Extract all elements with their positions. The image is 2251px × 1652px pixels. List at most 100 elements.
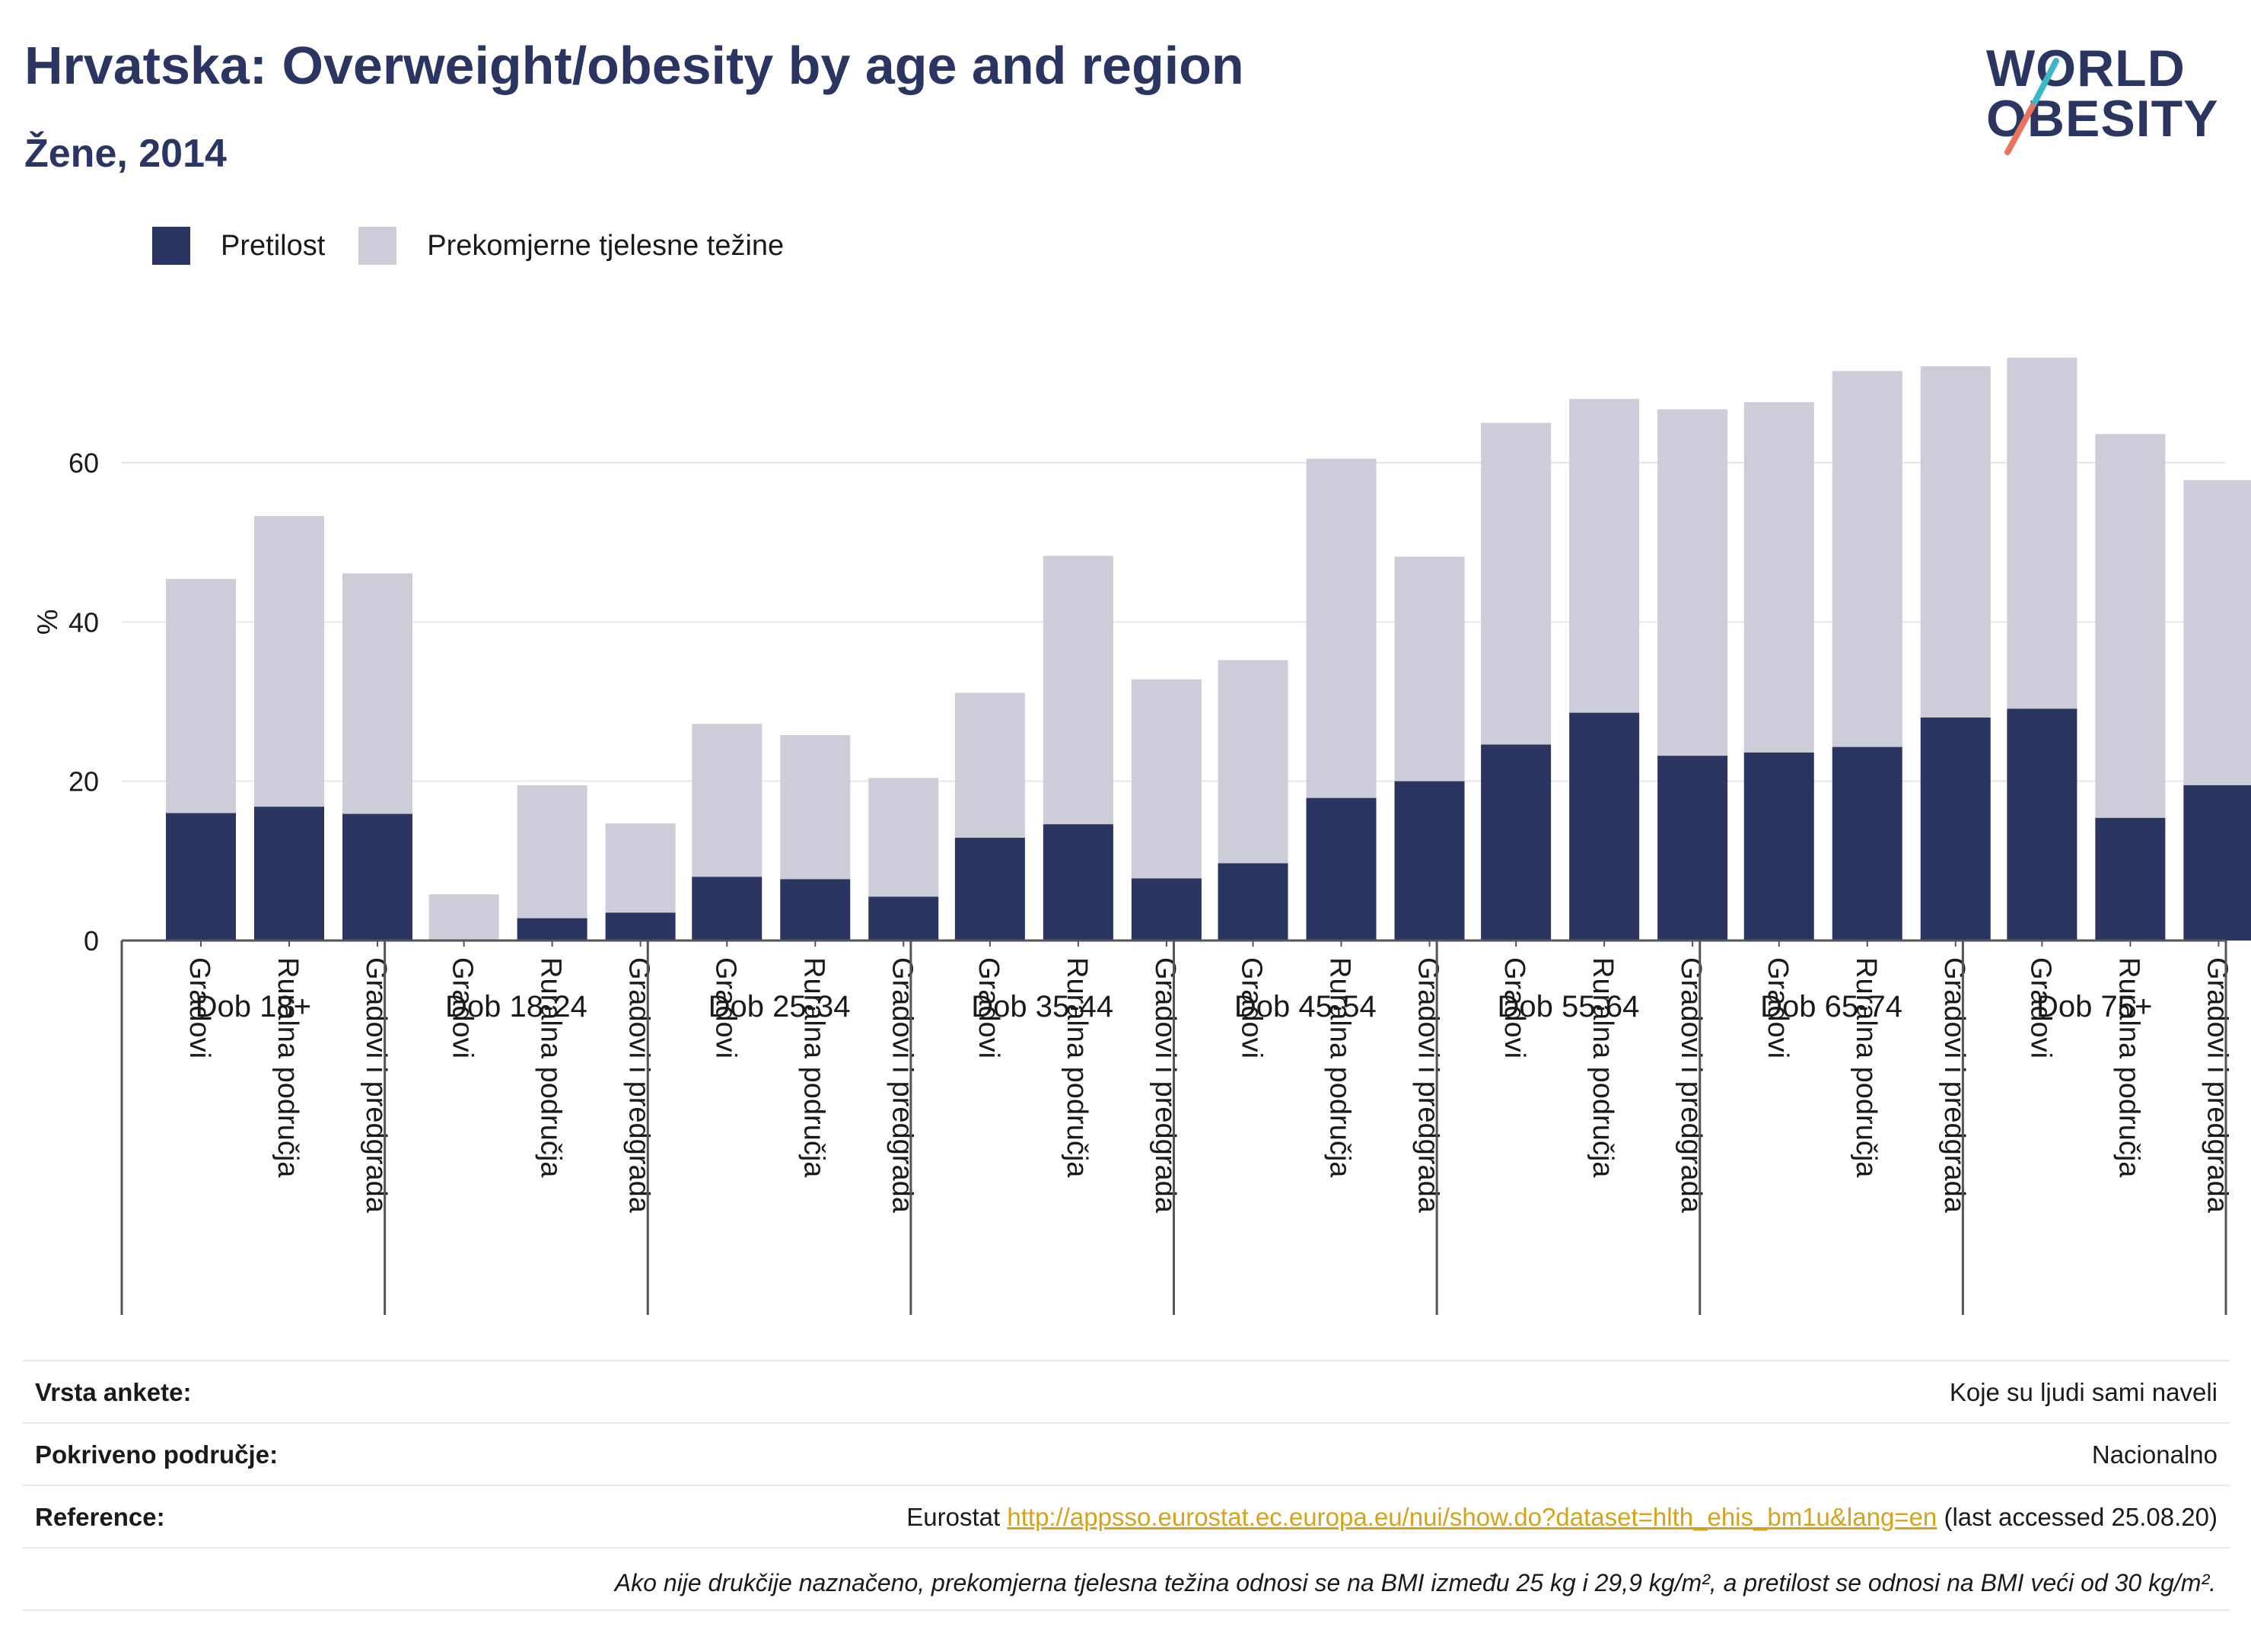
- bar-overweight-21: [1920, 366, 1991, 718]
- bar-overweight-14: [1306, 458, 1377, 798]
- bar-overweight-10: [954, 692, 1025, 838]
- group-label-3: Dob 25-34: [708, 990, 851, 1023]
- y-axis-label: %: [32, 609, 64, 635]
- bar-overweight-22: [2007, 357, 2077, 709]
- legend-item-prekomjerne[interactable]: Prekomjerne tjelesne težine: [358, 227, 784, 265]
- bar-overweight-9: [868, 778, 939, 897]
- x-label-17: Ruralna područja: [1587, 957, 1619, 1178]
- x-label-18: Gradovi i predgrađa: [1675, 957, 1707, 1214]
- bar-obesity-16: [1481, 744, 1552, 941]
- legend-swatch-prekomjerne: [358, 227, 397, 265]
- bar-overweight-12: [1131, 679, 1202, 879]
- x-label-2: Ruralna područja: [272, 957, 304, 1178]
- coverage-label: Pokriveno područje:: [35, 1440, 279, 1469]
- x-label-6: Gradovi i predgrađa: [623, 957, 655, 1214]
- x-label-15: Gradovi i predgrađa: [1412, 957, 1444, 1214]
- x-label-5: Ruralna područja: [535, 957, 567, 1178]
- x-label-1: Gradovi: [183, 957, 215, 1058]
- chart-subtitle: Žene, 2014: [24, 132, 227, 176]
- bar-obesity-17: [1569, 712, 1640, 941]
- bar-overweight-23: [2095, 434, 2166, 818]
- coverage-value: Nacionalno: [2091, 1440, 2218, 1469]
- bar-overweight-2: [254, 516, 324, 807]
- bar-overweight-7: [692, 724, 763, 877]
- bar-obesity-10: [954, 837, 1025, 941]
- bar-overweight-17: [1569, 399, 1640, 713]
- bar-obesity-19: [1743, 752, 1814, 941]
- bar-obesity-18: [1657, 756, 1728, 941]
- bar-obesity-9: [868, 896, 939, 941]
- bar-overweight-19: [1743, 402, 1814, 753]
- x-label-9: Gradovi i predgrađa: [886, 957, 918, 1214]
- x-label-19: Gradovi: [1762, 957, 1794, 1058]
- x-label-8: Ruralna područja: [798, 957, 829, 1178]
- x-label-14: Ruralna područja: [1324, 957, 1356, 1178]
- reference-link[interactable]: http://appsso.eurostat.ec.europa.eu/nui/…: [1007, 1503, 1937, 1531]
- legend-swatch-pretilost: [152, 227, 190, 265]
- x-label-11: Ruralna područja: [1061, 957, 1093, 1178]
- x-label-4: Gradovi: [447, 957, 479, 1058]
- x-label-12: Gradovi i predgrađa: [1149, 957, 1181, 1214]
- bar-obesity-12: [1131, 878, 1202, 941]
- reference-prefix: Eurostat: [906, 1503, 1001, 1531]
- group-label-5: Dob 45-54: [1234, 990, 1377, 1023]
- group-label-6: Dob 55-64: [1498, 990, 1640, 1023]
- y-tick-label-20: 20: [68, 766, 99, 797]
- bar-obesity-3: [342, 813, 412, 941]
- bar-overweight-13: [1218, 660, 1288, 864]
- reference-value: Eurostat http://appsso.eurostat.ec.europ…: [906, 1503, 2218, 1532]
- bar-obesity-8: [780, 879, 851, 941]
- legend-item-pretilost[interactable]: Pretilost: [152, 227, 325, 265]
- info-bottom-divider: [23, 1609, 2230, 1611]
- info-row-coverage: Pokriveno područje: Nacionalno: [23, 1422, 2230, 1486]
- x-label-24: Gradovi i predgrađa: [2201, 957, 2233, 1214]
- bmi-definition-note: Ako nije drukčije naznačeno, prekomjerna…: [614, 1569, 2216, 1596]
- bar-overweight-4: [428, 894, 499, 941]
- x-label-3: Gradovi i predgrađa: [360, 957, 392, 1214]
- x-label-16: Gradovi: [1498, 957, 1530, 1058]
- bar-obesity-14: [1306, 797, 1377, 941]
- bar-overweight-18: [1657, 409, 1728, 756]
- bar-overweight-1: [166, 578, 236, 813]
- x-label-23: Ruralna područja: [2113, 957, 2144, 1178]
- bar-overweight-8: [780, 734, 851, 880]
- logo-slash-icon: [2004, 58, 2059, 155]
- stacked-bar-chart: 0 20 40 60% Gradovi Ruralna područja Gradovi i…: [32, 357, 2251, 1315]
- x-label-13: Gradovi: [1236, 957, 1268, 1058]
- info-row-reference: Reference: Eurostat http://appsso.eurost…: [23, 1485, 2230, 1549]
- bar-obesity-15: [1394, 781, 1465, 941]
- info-row-note: [23, 1547, 2230, 1611]
- legend-label-pretilost: Pretilost: [221, 229, 326, 262]
- bar-obesity-1: [166, 813, 236, 941]
- x-label-7: Gradovi: [709, 957, 741, 1058]
- bar-obesity-24: [2183, 785, 2251, 941]
- world-obesity-logo[interactable]: WORLD OBESITY: [1986, 38, 2237, 160]
- bar-overweight-15: [1394, 556, 1465, 781]
- bar-obesity-7: [692, 877, 763, 941]
- y-tick-label-60: 60: [68, 447, 99, 479]
- bar-obesity-5: [517, 918, 587, 941]
- bar-obesity-22: [2007, 708, 2077, 941]
- reference-label: Reference:: [35, 1503, 165, 1531]
- x-label-20: Ruralna područja: [1850, 957, 1882, 1178]
- group-label-7: Dob 65-74: [1760, 990, 1902, 1023]
- group-label-8: Dob 75+: [2036, 990, 2152, 1023]
- x-label-10: Gradovi: [973, 957, 1005, 1058]
- bar-overweight-20: [1832, 371, 1902, 747]
- group-label-2: Dob 18-24: [445, 990, 587, 1023]
- survey-type-label: Vrsta ankete:: [35, 1378, 192, 1406]
- bar-overweight-3: [342, 573, 412, 814]
- bar-obesity-11: [1043, 824, 1113, 941]
- bar-overweight-5: [517, 785, 587, 918]
- logo-line-1: WORLD: [1986, 40, 2186, 97]
- bar-overweight-16: [1481, 422, 1552, 745]
- bar-overweight-6: [605, 823, 676, 913]
- bar-obesity-6: [605, 912, 676, 941]
- info-row-survey-type: Vrsta ankete: Koje su ljudi sami naveli: [23, 1360, 2230, 1424]
- bar-obesity-21: [1920, 717, 1991, 941]
- legend-label-prekomjerne: Prekomjerne tjelesne težine: [427, 229, 785, 262]
- bar-obesity-2: [254, 807, 324, 941]
- bar-obesity-20: [1832, 746, 1902, 941]
- reference-suffix: (last accessed 25.08.20): [1944, 1503, 2218, 1531]
- chart-title: Hrvatska: Overweight/obesity by age and …: [24, 36, 1244, 95]
